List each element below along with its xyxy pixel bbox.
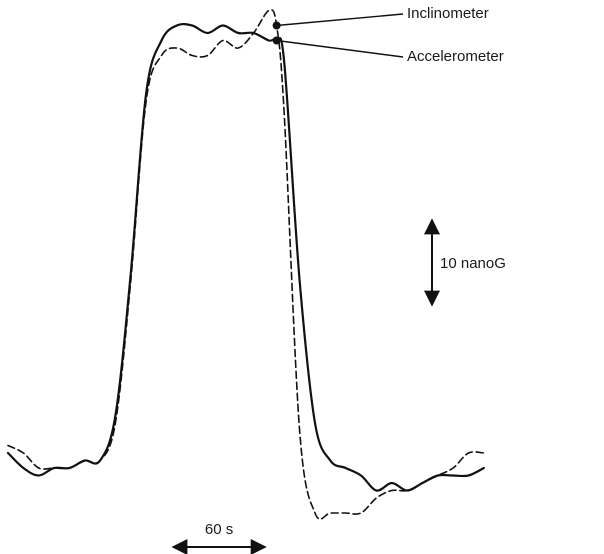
accelerometer-leader-line — [276, 39, 404, 58]
accelerometer-line — [6, 22, 485, 492]
inclinometer-leader-line — [276, 13, 404, 27]
annotation-layer: Inclinometer Accelerometer — [272, 5, 504, 65]
scalebar-layer: 10 nanoG 60 s — [171, 218, 506, 554]
accelerometer-label: Accelerometer — [407, 48, 504, 65]
inclinometer-line — [7, 9, 485, 520]
inclinometer-label: Inclinometer — [407, 5, 489, 22]
horizontal-scale-label: 60 s — [205, 521, 233, 538]
series-layer — [6, 9, 485, 520]
vertical-scale-label: 10 nanoG — [440, 255, 506, 272]
